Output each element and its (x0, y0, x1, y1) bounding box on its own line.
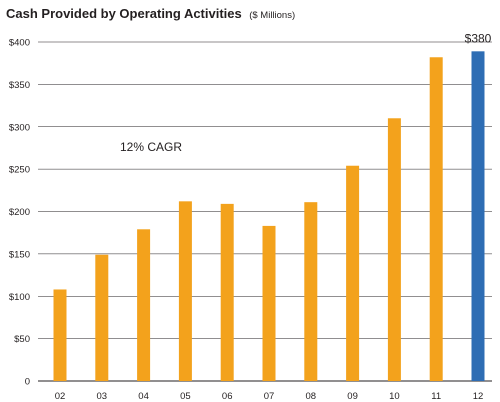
bar-12 (471, 51, 485, 381)
y-tick-label: $350 (9, 80, 30, 91)
bar-09 (346, 165, 360, 381)
bar-05 (178, 201, 192, 381)
bar-06 (220, 203, 234, 381)
x-tick-label: 12 (473, 391, 484, 402)
bar-08 (304, 202, 318, 381)
y-tick-label: $300 (9, 122, 30, 133)
y-tick-label: $100 (9, 292, 30, 303)
x-tick-label: 11 (431, 391, 441, 402)
chart-header: Cash Provided by Operating Activities ($… (6, 5, 295, 23)
chart-subtitle: ($ Millions) (249, 10, 296, 21)
y-axis-ticks: 0 $50 $100 $150 $200 $250 $300 $350 $400 (9, 38, 30, 388)
x-tick-label: 03 (97, 391, 108, 402)
y-tick-label: 0 (25, 377, 30, 388)
bars (53, 51, 485, 382)
bar-03 (95, 254, 109, 381)
x-tick-label: 09 (347, 391, 358, 402)
x-axis-ticks: 02 03 04 05 06 07 08 09 10 11 12 (55, 391, 484, 402)
x-tick-label: 05 (180, 391, 191, 402)
chart-title: Cash Provided by Operating Activities (6, 6, 242, 21)
data-labels: $380 (465, 31, 492, 45)
bar-11 (429, 57, 443, 381)
y-tick-label: $400 (9, 38, 30, 49)
x-tick-label: 04 (138, 391, 149, 402)
y-tick-label: $200 (9, 207, 30, 218)
x-tick-label: 02 (55, 391, 66, 402)
bar-02 (53, 289, 67, 381)
data-label: $380 (465, 31, 492, 45)
bar-07 (262, 225, 276, 381)
x-tick-label: 08 (306, 391, 317, 402)
bar-10 (387, 118, 401, 382)
bar-04 (137, 229, 151, 381)
x-tick-label: 10 (389, 391, 400, 402)
y-tick-label: $150 (9, 249, 30, 260)
x-tick-label: 06 (222, 391, 233, 402)
y-tick-label: $250 (9, 165, 30, 176)
cagr-annotation: 12% CAGR (120, 140, 182, 154)
x-tick-label: 07 (264, 391, 275, 402)
y-tick-label: $50 (14, 334, 30, 345)
